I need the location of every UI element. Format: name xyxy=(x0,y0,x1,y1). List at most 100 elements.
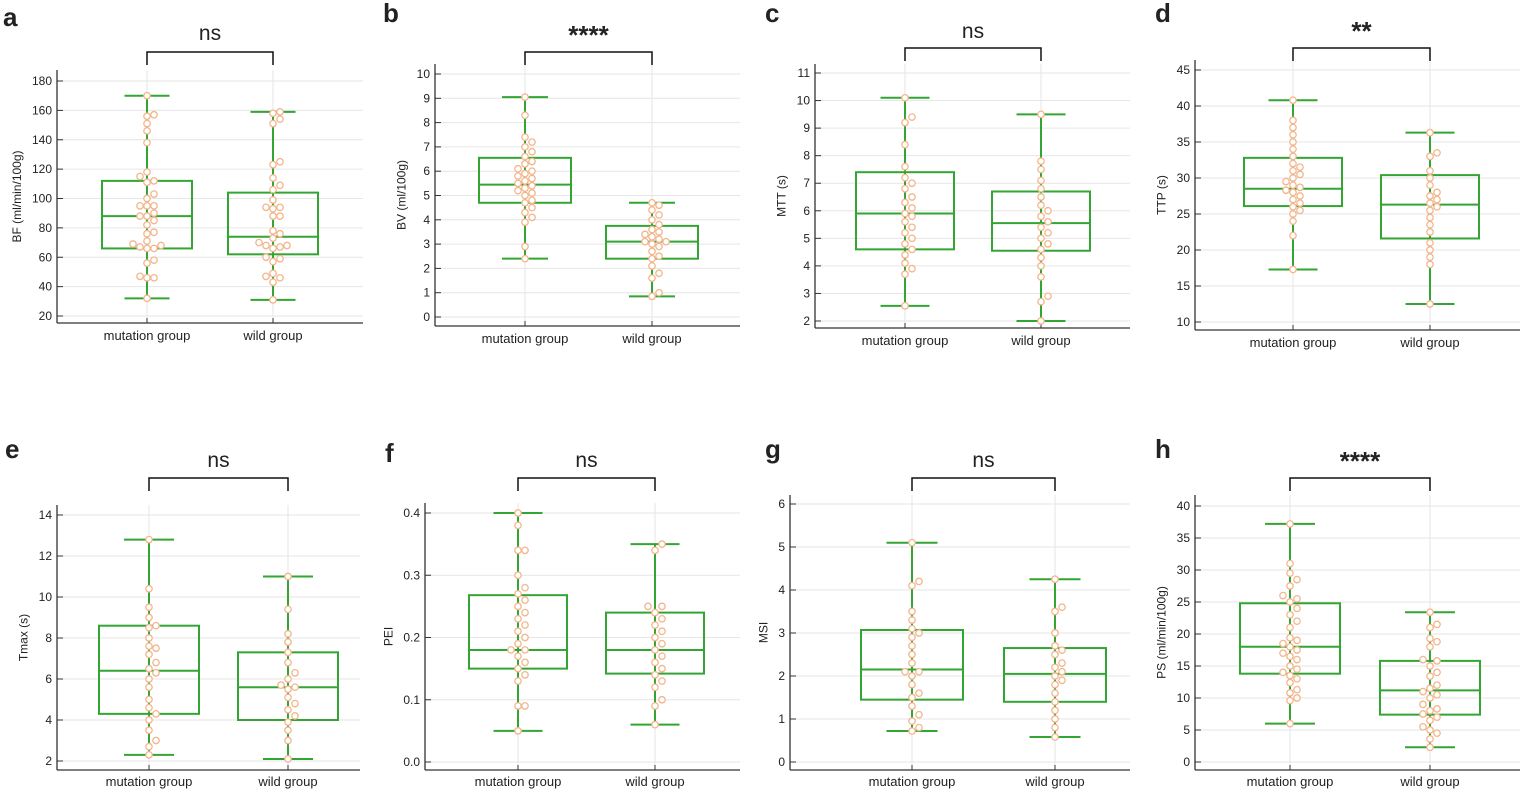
y-tick-label: 20 xyxy=(1177,627,1191,641)
y-tick-label: 15 xyxy=(1177,659,1191,673)
y-tick-label: 15 xyxy=(1177,279,1191,293)
panel-h: 0 5 10 15 20 25 30 35 40 PS (ml/min/100g) h **** mut… xyxy=(1155,434,1520,789)
y-tick-label: 0.0 xyxy=(403,755,420,769)
data-point xyxy=(152,709,160,718)
data-point xyxy=(1296,163,1304,172)
data-point xyxy=(269,295,277,304)
data-point xyxy=(1433,195,1441,204)
data-point xyxy=(655,235,663,244)
y-tick-label: 1 xyxy=(423,286,430,300)
data-point xyxy=(1426,128,1434,137)
data-point xyxy=(145,642,153,651)
data-point xyxy=(1037,262,1045,270)
y-tick-label: 5 xyxy=(1183,723,1190,737)
y-tick-label: 0.3 xyxy=(403,568,420,582)
data-point xyxy=(150,216,158,225)
data-point xyxy=(1037,273,1045,281)
data-point xyxy=(1293,685,1301,694)
category-label: mutation group xyxy=(475,774,562,789)
data-point xyxy=(1419,687,1427,696)
data-point xyxy=(269,257,277,266)
data-point xyxy=(1426,152,1434,161)
y-tick-label: 3 xyxy=(423,237,430,251)
panel-letter: f xyxy=(385,438,394,468)
data-point xyxy=(901,184,909,193)
data-point xyxy=(658,677,666,685)
data-point xyxy=(1289,138,1297,146)
y-tick-label: 35 xyxy=(1177,135,1191,149)
data-point xyxy=(284,675,292,683)
data-point xyxy=(1037,297,1045,306)
data-point xyxy=(514,521,522,530)
data-point xyxy=(143,178,151,187)
y-tick-label: 25 xyxy=(1177,595,1191,609)
y-axis-label: BF (ml/min/100g) xyxy=(10,150,24,242)
y-tick-label: 2 xyxy=(803,314,810,328)
data-point xyxy=(1426,694,1434,702)
data-point xyxy=(651,683,659,692)
data-point xyxy=(655,201,663,210)
data-point xyxy=(1289,231,1297,240)
y-tick-label: 10 xyxy=(39,590,53,604)
data-point xyxy=(145,623,153,632)
data-point xyxy=(291,699,299,708)
data-point xyxy=(901,209,909,218)
data-point xyxy=(1289,202,1297,211)
significance-label: ns xyxy=(199,22,221,45)
y-axis-label: BV (ml/100g) xyxy=(395,160,409,230)
significance-label: ns xyxy=(575,449,597,472)
data-point xyxy=(276,115,284,124)
data-point xyxy=(1289,195,1297,204)
data-point xyxy=(1296,183,1304,192)
data-point xyxy=(908,693,916,702)
category-label: mutation group xyxy=(1247,774,1334,789)
data-point xyxy=(1433,657,1441,665)
y-tick-label: 0.1 xyxy=(403,693,420,707)
data-point xyxy=(521,184,529,193)
data-point xyxy=(284,638,292,646)
data-point xyxy=(269,185,277,194)
data-point xyxy=(277,681,285,690)
data-point xyxy=(521,93,529,101)
data-point xyxy=(658,664,666,673)
data-point xyxy=(143,168,151,176)
data-point xyxy=(915,667,923,676)
data-point xyxy=(1279,639,1287,648)
data-point xyxy=(915,629,923,637)
data-point xyxy=(1037,201,1045,210)
data-point xyxy=(521,133,529,142)
data-point xyxy=(143,127,151,135)
y-tick-label: 9 xyxy=(803,121,810,135)
data-point xyxy=(269,160,277,169)
data-point xyxy=(152,658,160,667)
data-point xyxy=(1058,659,1066,667)
data-point xyxy=(908,702,916,710)
data-point xyxy=(521,198,529,207)
panel-letter: g xyxy=(765,434,781,464)
data-point xyxy=(648,206,656,214)
data-point xyxy=(276,107,284,116)
data-point xyxy=(1044,228,1052,237)
y-tick-label: 20 xyxy=(39,309,53,323)
data-point xyxy=(284,736,292,745)
data-point xyxy=(901,162,909,171)
data-point xyxy=(1293,694,1301,702)
data-point xyxy=(1289,96,1297,105)
data-point xyxy=(1289,159,1297,168)
data-point xyxy=(284,648,292,657)
data-point xyxy=(658,602,666,611)
data-point xyxy=(1286,520,1294,528)
data-point xyxy=(1426,174,1434,182)
data-point xyxy=(655,252,663,261)
data-point xyxy=(1433,620,1441,629)
category-label: mutation group xyxy=(482,331,569,346)
data-point xyxy=(1051,689,1059,698)
data-point xyxy=(1426,706,1434,715)
data-point xyxy=(915,723,923,732)
box-iqr xyxy=(855,171,955,251)
data-point xyxy=(143,229,151,238)
data-point xyxy=(152,621,160,630)
data-point xyxy=(152,668,160,677)
data-point xyxy=(908,204,916,212)
